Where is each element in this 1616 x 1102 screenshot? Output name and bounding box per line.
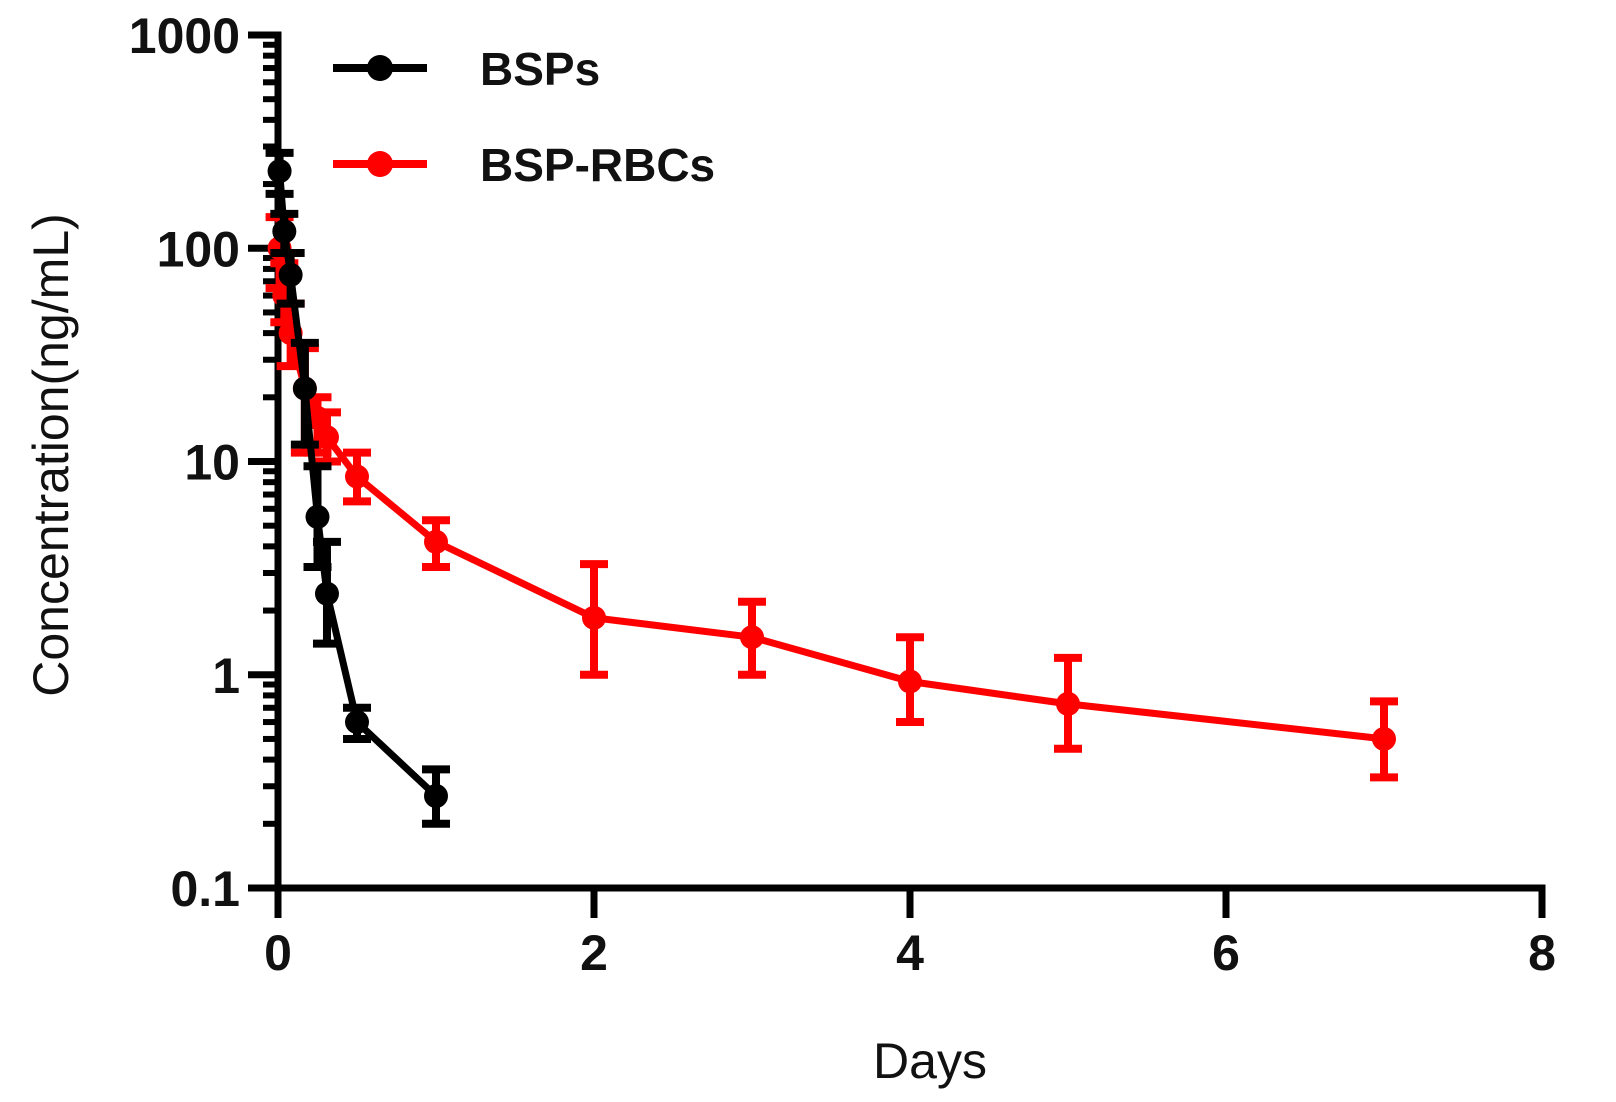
data-point bbox=[272, 219, 297, 244]
data-point bbox=[740, 625, 764, 650]
legend: BSPs BSP-RBCs bbox=[333, 43, 715, 191]
series-layer bbox=[265, 148, 1398, 828]
series-line bbox=[276, 247, 1385, 743]
data-point bbox=[292, 376, 317, 401]
y-tick-label: 1 bbox=[212, 648, 240, 704]
data-point bbox=[424, 529, 448, 554]
series-bsp-rbcs bbox=[265, 213, 1398, 782]
axis-labels: Days Concentration(ng/mL) bbox=[23, 213, 987, 1089]
y-tick-label: 100 bbox=[157, 221, 240, 277]
data-point bbox=[582, 605, 606, 630]
legend-item: BSP-RBCs bbox=[333, 139, 715, 191]
x-tick-label: 6 bbox=[1212, 925, 1240, 981]
legend-marker bbox=[367, 55, 393, 81]
data-point bbox=[1372, 726, 1396, 751]
x-axis-title: Days bbox=[873, 1033, 987, 1089]
series-bsps bbox=[265, 148, 450, 828]
y-tick-label: 1000 bbox=[129, 8, 240, 64]
axes: 0.1 1 10 100 1000 0 2 4 6 8 bbox=[129, 8, 1556, 981]
data-point bbox=[424, 784, 448, 809]
legend-label: BSP-RBCs bbox=[480, 139, 715, 191]
x-tick-label: 0 bbox=[264, 925, 292, 981]
legend-marker bbox=[367, 151, 393, 177]
data-point bbox=[314, 425, 339, 450]
legend-label: BSPs bbox=[480, 43, 600, 95]
data-point bbox=[898, 669, 922, 694]
data-point bbox=[1056, 691, 1080, 716]
data-point bbox=[314, 581, 339, 606]
x-tick-label: 8 bbox=[1528, 925, 1556, 981]
data-point bbox=[267, 159, 292, 184]
data-point bbox=[278, 262, 303, 287]
x-tick-label: 2 bbox=[580, 925, 608, 981]
y-axis-title: Concentration(ng/mL) bbox=[23, 213, 79, 697]
y-tick-label: 10 bbox=[184, 435, 240, 491]
data-point bbox=[345, 710, 369, 735]
data-point bbox=[345, 464, 369, 489]
x-tick-label: 4 bbox=[896, 925, 924, 981]
y-tick-label: 0.1 bbox=[170, 861, 240, 917]
legend-item: BSPs bbox=[333, 43, 600, 95]
data-point bbox=[305, 504, 330, 529]
